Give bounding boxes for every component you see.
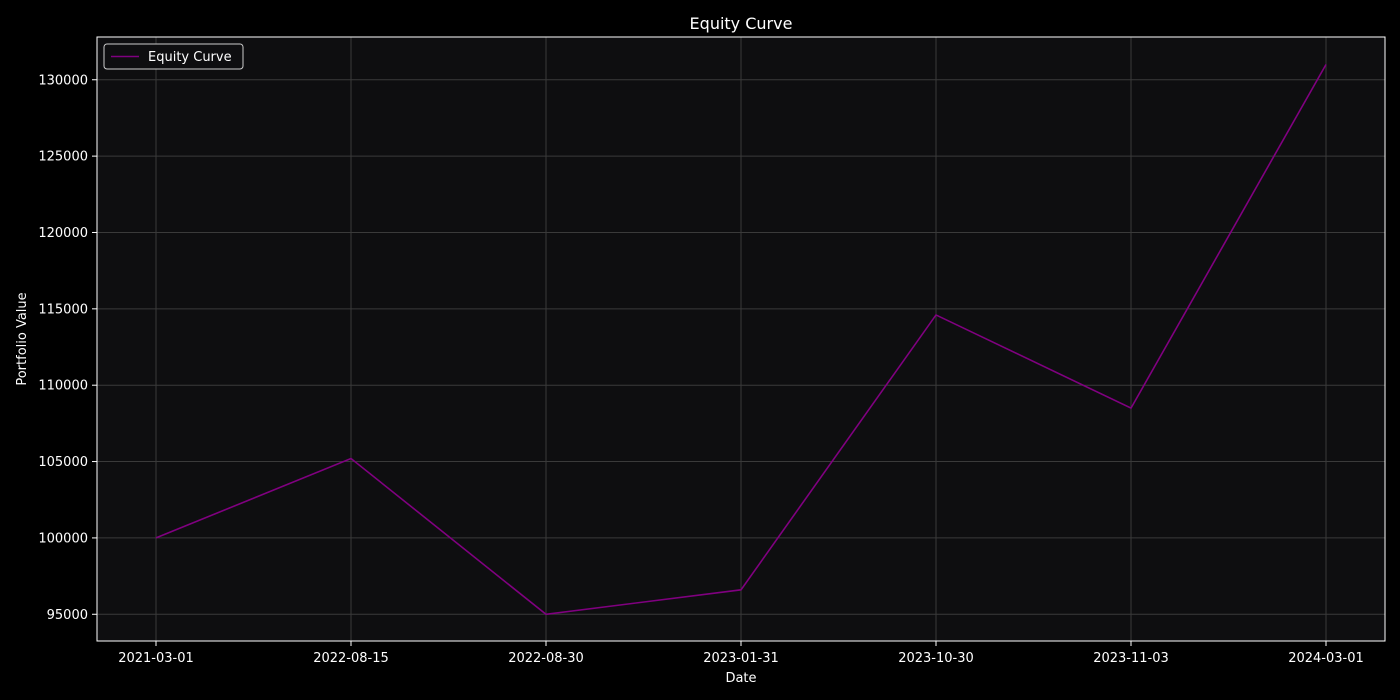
y-tick-label: 120000 [38,226,88,241]
y-axis: 95000 100000 105000 110000 115000 120000 12500… [38,73,97,623]
y-tick-label: 95000 [47,608,88,623]
x-tick-label: 2023-10-30 [898,651,974,666]
y-tick-label: 100000 [38,531,88,546]
y-tick-label: 130000 [38,73,88,88]
y-tick-label: 110000 [38,379,88,394]
y-tick-label: 125000 [38,150,88,165]
series-line-equity-curve [155,64,1327,616]
legend: Equity Curve [103,43,244,70]
x-axis-label: Date [725,671,756,686]
legend-box [103,43,244,70]
x-tick-label: 2021-03-01 [118,651,194,666]
y-tick-label: 115000 [38,302,88,317]
grid-lines [97,37,1385,641]
x-tick-label: 2022-08-30 [508,651,584,666]
legend-label: Equity Curve [148,50,232,65]
x-tick-label: 2022-08-15 [313,651,389,666]
x-axis: 2021-03-01 2022-08-15 2022-08-30 2023-01-31… [118,641,1364,666]
x-tick-label: 2023-11-03 [1093,651,1169,666]
chart-title: Equity Curve [690,14,793,33]
x-tick-label: 2024-03-01 [1288,651,1364,666]
y-axis-label: Portfolio Value [15,292,30,385]
x-tick-label: 2023-01-31 [703,651,779,666]
y-tick-label: 105000 [38,455,88,470]
